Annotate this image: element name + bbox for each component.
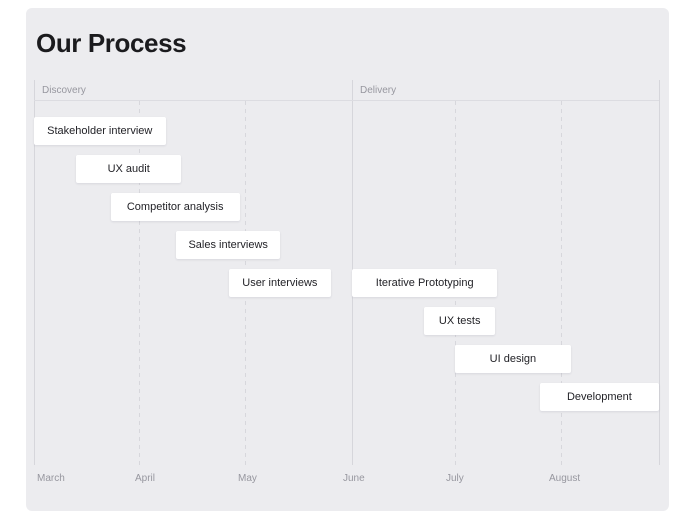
axis-label-april: April: [135, 473, 156, 484]
task-bar-ux-audit: UX audit: [76, 155, 182, 183]
page-title: Our Process: [36, 28, 187, 58]
grid-line-august: [561, 101, 562, 465]
axis-label-august: August: [549, 473, 581, 484]
section-label-discovery: Discovery: [42, 85, 86, 96]
task-bar-competitor-analysis: Competitor analysis: [110, 193, 240, 221]
task-bar-development: Development: [539, 383, 659, 411]
grid-line-right-border: [659, 80, 660, 465]
grid-line-april: [139, 101, 140, 465]
grid-line-march: [34, 80, 35, 465]
task-bar-sales-interviews: Sales interviews: [176, 231, 281, 259]
section-header-divider: [34, 100, 659, 101]
task-bar-stakeholder-interview: Stakeholder interview: [34, 117, 166, 145]
task-bar-ui-design: UI design: [455, 345, 571, 373]
axis-label-may: May: [238, 473, 257, 484]
axis-label-march: March: [37, 473, 65, 484]
axis-label-july: July: [446, 473, 464, 484]
task-bar-user-interviews: User interviews: [229, 269, 331, 297]
task-bar-iterative-prototyping: Iterative Prototyping: [352, 269, 498, 297]
section-label-delivery: Delivery: [360, 85, 397, 96]
task-bar-ux-tests: UX tests: [424, 307, 496, 335]
axis-label-june: June: [343, 473, 365, 484]
